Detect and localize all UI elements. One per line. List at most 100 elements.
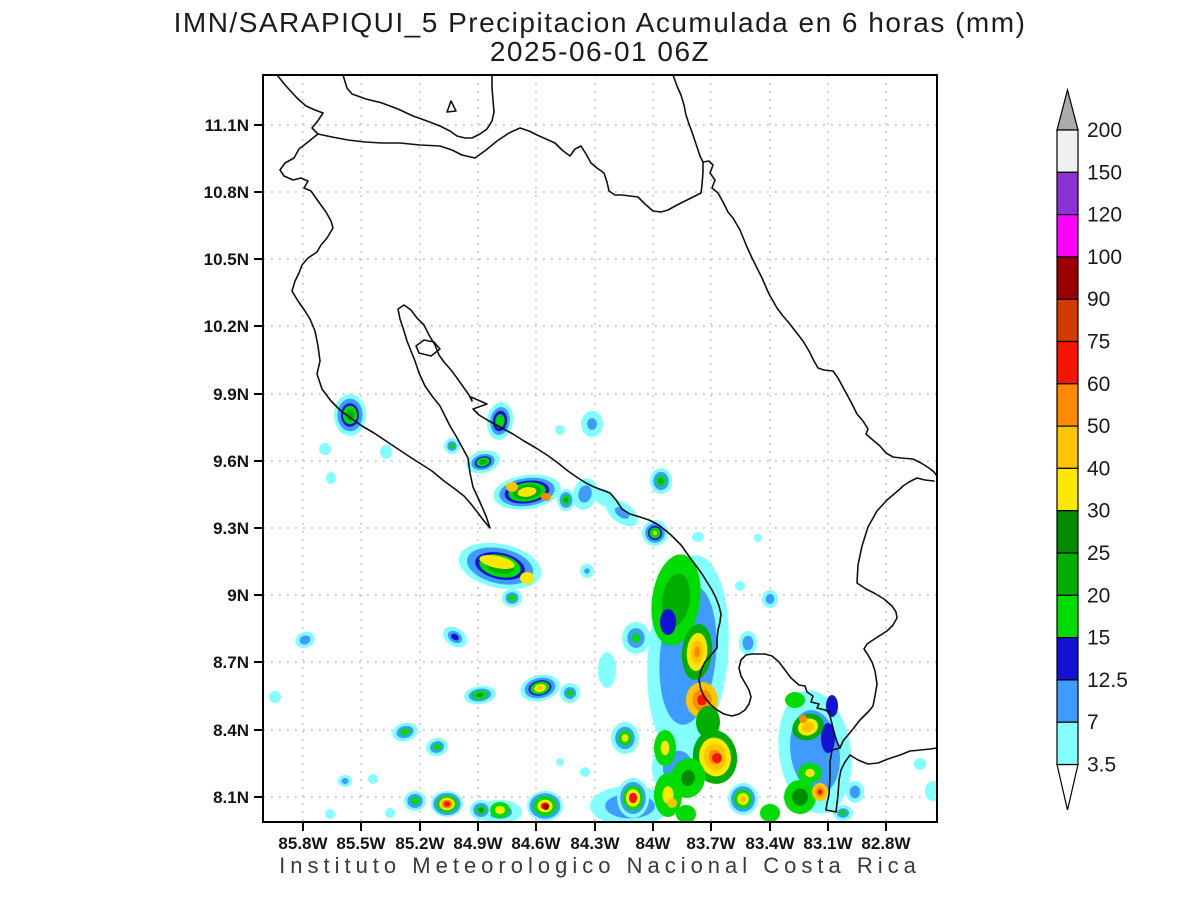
colorbar-band [1056, 467, 1079, 512]
precip-cell [490, 802, 510, 818]
precip-contour [681, 770, 695, 786]
lat-tick-label: 10.5N [204, 250, 249, 269]
precip-contour [735, 581, 745, 591]
precip-cell [479, 555, 515, 569]
precip-contour [826, 695, 838, 717]
lat-tick-label: 9N [227, 586, 249, 605]
colorbar-band [1056, 679, 1079, 723]
lat-tick-label: 9.9N [213, 385, 249, 404]
precip-contour [742, 635, 754, 651]
colorbar-label: 30 [1087, 500, 1110, 523]
colorbar-label: 90 [1087, 288, 1110, 311]
precip-cell [464, 685, 496, 705]
precip-contour [754, 534, 762, 542]
precip-cell [611, 722, 639, 754]
precip-contour [578, 485, 592, 503]
precip-contour [563, 497, 569, 503]
precip-cell [541, 493, 551, 501]
colorbar-label: 12.5 [1087, 669, 1128, 692]
precip-contour [433, 743, 441, 751]
precip-cell [334, 394, 366, 436]
precip-contour [760, 804, 780, 822]
colorbar-band [1056, 129, 1079, 173]
precip-contour [506, 482, 518, 492]
precip-contour [821, 723, 835, 753]
precip-cell [443, 626, 467, 648]
precip-cell [660, 609, 676, 635]
precip-contour [556, 758, 564, 766]
colorbar-band [1056, 171, 1079, 216]
precip-contour [817, 789, 823, 795]
precip-cell [581, 411, 603, 437]
precip-contour [345, 409, 355, 421]
precip-cell [580, 767, 590, 777]
precip-contour [541, 493, 551, 501]
precip-cell [338, 775, 352, 787]
precip-contour [543, 804, 549, 810]
precip-contour [914, 758, 926, 770]
colorbar-band [1056, 256, 1079, 300]
precip-cell [676, 805, 696, 822]
page-subtitle-datetime: 2025-06-01 06Z [489, 36, 711, 67]
precip-cell [696, 706, 720, 738]
precip-contour [805, 769, 815, 777]
precip-cell [326, 472, 336, 484]
precip-contour [451, 633, 459, 641]
precip-cell [785, 692, 805, 708]
precip-cell [739, 631, 757, 655]
precip-cell [667, 798, 677, 808]
lon-tick-label: 84.9W [453, 834, 503, 853]
precip-contour [692, 532, 704, 542]
precip-cell [833, 805, 853, 821]
precip-contour [849, 785, 861, 799]
precip-contour [410, 797, 420, 805]
map-frame [262, 74, 938, 823]
precip-cell [368, 774, 378, 784]
lat-tick-label: 11.1N [205, 116, 249, 135]
precip-contour [693, 646, 701, 658]
precip-contour [299, 635, 311, 645]
axes: 11.1N 10.8N 10.5N 10.2N 9.9N 9.6N 9.3N 9N 8.7N 8.… [204, 116, 912, 853]
lon-tick-label: 85.2W [395, 834, 445, 853]
precip-contour [537, 685, 543, 691]
coastline-lake_island [446, 100, 457, 113]
precip-cell [821, 723, 835, 753]
precip-cell [622, 622, 650, 654]
colorbar-label: 75 [1087, 331, 1110, 354]
precip-cell [712, 753, 722, 763]
precip-cell [556, 758, 564, 766]
colorbar-label: 20 [1087, 584, 1110, 607]
precip-cell [650, 468, 672, 494]
coastline-border_south [839, 477, 935, 749]
colorbar-label: 60 [1087, 373, 1110, 396]
precip-contour [697, 694, 707, 706]
colorbar-band [1056, 510, 1079, 554]
precip-contour [566, 689, 574, 697]
coastline-lake_shore [342, 75, 495, 139]
precip-contour [660, 609, 676, 635]
precip-contour [667, 798, 677, 808]
colorbar-label: 3.5 [1087, 754, 1116, 777]
precip-contour [765, 594, 775, 604]
lon-tick-label: 82.8W [861, 834, 911, 853]
precip-contour [660, 740, 670, 756]
precip-cell [466, 450, 500, 474]
colorbar-label: 40 [1087, 457, 1110, 480]
footer-credit: Instituto Meteorologico Nacional Costa R… [279, 853, 921, 878]
colorbar-arrow-bottom [1056, 763, 1079, 811]
precip-contour [580, 767, 590, 777]
precip-cell [269, 691, 281, 703]
lon-tick-label: 84.6W [511, 834, 561, 853]
precip-contour [325, 809, 335, 819]
colorbar-label: 15 [1087, 627, 1110, 650]
precip-cell [654, 730, 676, 766]
colorbar-label: 7 [1087, 711, 1099, 734]
precip-cell [598, 652, 616, 688]
coastlines [276, 75, 937, 813]
precip-cell [392, 722, 418, 742]
precip-contour [802, 721, 814, 733]
colorbar-band [1056, 636, 1079, 681]
precip-contour [925, 781, 937, 801]
